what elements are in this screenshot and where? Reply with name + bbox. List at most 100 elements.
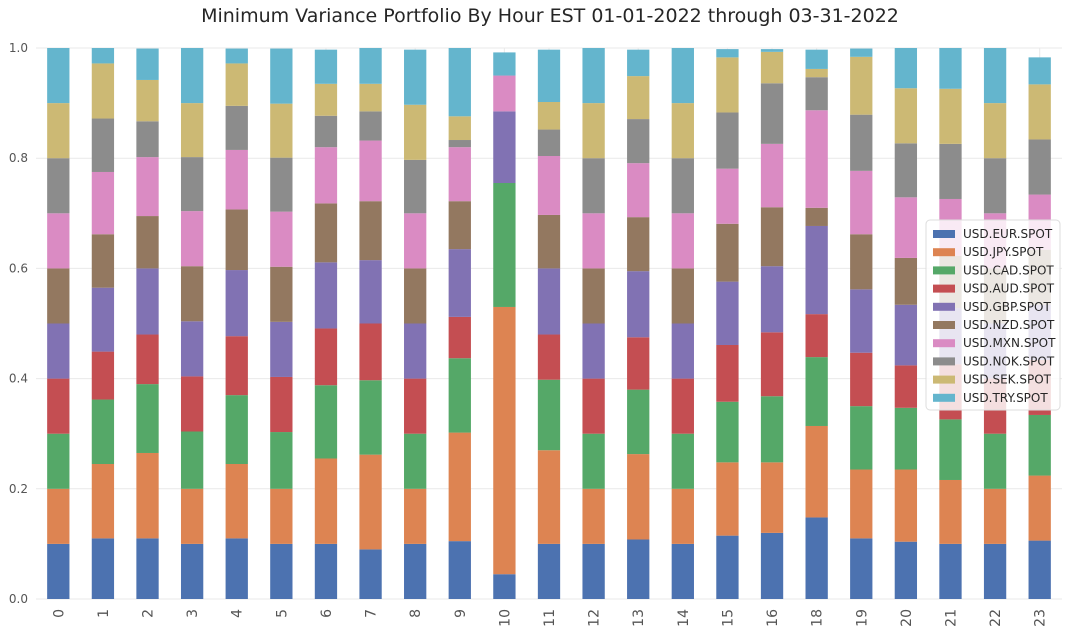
x-tick-label: 10 (497, 609, 513, 627)
legend-swatch (933, 230, 955, 238)
x-tick-label: 12 (587, 609, 603, 627)
bar-stack-hour-2 (136, 48, 159, 599)
bar-segment-usd-eur-spot (894, 541, 918, 599)
bar-segment-usd-try-spot (270, 48, 293, 104)
bar-stack-hour-8 (404, 49, 427, 599)
bar-segment-usd-gbp-spot (537, 268, 561, 335)
bar-segment-usd-aud-spot (180, 376, 204, 432)
bar-segment-usd-eur-spot (939, 543, 962, 599)
bar-segment-usd-sek-spot (314, 83, 338, 116)
bar-stack-hour-13 (627, 49, 650, 599)
bar-segment-usd-nok-spot (359, 111, 382, 141)
legend-label: USD.SEK.SPOT (963, 373, 1052, 387)
bar-segment-usd-sek-spot (91, 63, 115, 119)
bar-segment-usd-mxn-spot (225, 149, 248, 210)
bar-segment-usd-eur-spot (805, 517, 828, 599)
bar-segment-usd-jpy-spot (359, 454, 382, 550)
bar-segment-usd-cad-spot (627, 389, 650, 455)
bar-segment-usd-nzd-spot (136, 216, 159, 269)
bar-segment-usd-gbp-spot (404, 323, 427, 379)
bar-segment-usd-aud-spot (716, 344, 739, 402)
bar-segment-usd-jpy-spot (537, 450, 561, 544)
bar-segment-usd-mxn-spot (270, 211, 293, 267)
legend-swatch (933, 266, 955, 275)
bar-segment-usd-nok-spot (404, 159, 427, 214)
legend-label: USD.TRY.SPOT (963, 391, 1048, 405)
legend-label: USD.NZD.SPOT (963, 318, 1055, 332)
bar-segment-usd-aud-spot (894, 365, 918, 408)
legend-swatch (933, 339, 955, 348)
bar-segment-usd-nok-spot (850, 114, 873, 171)
bar-segment-usd-mxn-spot (91, 171, 115, 235)
bar-segment-usd-aud-spot (47, 378, 70, 434)
bar-segment-usd-gbp-spot (582, 323, 605, 379)
bar-stack-hour-1 (91, 48, 115, 599)
bar-segment-usd-nzd-spot (627, 217, 650, 272)
bar-segment-usd-mxn-spot (136, 157, 159, 217)
bar-segment-usd-try-spot (404, 49, 427, 105)
bar-segment-usd-aud-spot (537, 334, 561, 380)
bar-segment-usd-aud-spot (225, 336, 248, 396)
bar-segment-usd-sek-spot (1028, 84, 1051, 140)
bar-segment-usd-try-spot (314, 49, 338, 84)
bar-segment-usd-eur-spot (1028, 540, 1051, 599)
bar-segment-usd-cad-spot (671, 433, 694, 489)
bars (47, 48, 1051, 599)
bar-segment-usd-eur-spot (983, 543, 1007, 599)
bar-segment-usd-nzd-spot (448, 201, 471, 250)
bar-segment-usd-jpy-spot (760, 462, 784, 533)
legend-label: USD.NOK.SPOT (963, 354, 1055, 368)
bar-segment-usd-nok-spot (627, 119, 650, 164)
bar-segment-usd-try-spot (894, 48, 918, 89)
bar-segment-usd-mxn-spot (627, 163, 650, 218)
bar-segment-usd-jpy-spot (805, 425, 828, 518)
bar-segment-usd-mxn-spot (314, 147, 338, 204)
bar-segment-usd-eur-spot (760, 532, 784, 599)
bar-stack-hour-12 (582, 48, 605, 599)
bar-segment-usd-eur-spot (47, 543, 70, 599)
bar-segment-usd-aud-spot (850, 352, 873, 407)
bar-segment-usd-sek-spot (894, 88, 918, 144)
bar-segment-usd-gbp-spot (627, 271, 650, 338)
bar-segment-usd-nok-spot (47, 158, 70, 214)
bar-segment-usd-sek-spot (716, 57, 739, 113)
bar-stack-hour-16 (760, 49, 784, 599)
bar-segment-usd-nok-spot (537, 129, 561, 156)
bar-segment-usd-eur-spot (359, 549, 382, 599)
bar-stack-hour-0 (47, 48, 70, 599)
bar-segment-usd-try-spot (537, 49, 561, 102)
bar-segment-usd-cad-spot (1028, 414, 1051, 476)
bar-segment-usd-try-spot (850, 48, 873, 57)
bar-stack-hour-3 (180, 48, 204, 599)
bar-segment-usd-gbp-spot (493, 111, 516, 183)
bar-segment-usd-sek-spot (983, 103, 1007, 159)
x-tick-label: 19 (854, 609, 870, 627)
x-tick-label: 23 (1033, 609, 1049, 627)
bar-segment-usd-jpy-spot (270, 488, 293, 544)
bar-segment-usd-jpy-spot (448, 432, 471, 542)
bar-segment-usd-nzd-spot (894, 257, 918, 305)
bar-segment-usd-try-spot (91, 48, 115, 64)
bar-segment-usd-sek-spot (760, 51, 784, 84)
bar-segment-usd-cad-spot (47, 433, 70, 489)
bar-segment-usd-jpy-spot (225, 464, 248, 539)
legend-label: USD.AUD.SPOT (963, 282, 1055, 296)
bar-segment-usd-try-spot (939, 48, 962, 89)
bar-segment-usd-try-spot (983, 48, 1007, 104)
bar-segment-usd-sek-spot (448, 116, 471, 141)
legend-label: USD.MXN.SPOT (963, 336, 1056, 350)
bar-stack-hour-4 (225, 48, 248, 599)
bar-segment-usd-jpy-spot (180, 488, 204, 544)
bar-stack-hour-6 (314, 49, 338, 599)
bar-segment-usd-mxn-spot (359, 140, 382, 202)
bar-segment-usd-jpy-spot (716, 462, 739, 536)
bar-segment-usd-mxn-spot (716, 168, 739, 224)
bar-segment-usd-cad-spot (91, 399, 115, 465)
bar-segment-usd-gbp-spot (270, 321, 293, 377)
y-axis: 0.0 0.2 0.4 0.6 0.8 1.0 (9, 41, 28, 606)
legend-label: USD.JPY.SPOT (963, 245, 1044, 259)
bar-segment-usd-eur-spot (314, 543, 338, 599)
bar-segment-usd-jpy-spot (627, 454, 650, 540)
bar-segment-usd-jpy-spot (1028, 475, 1051, 541)
bar-segment-usd-aud-spot (359, 323, 382, 381)
